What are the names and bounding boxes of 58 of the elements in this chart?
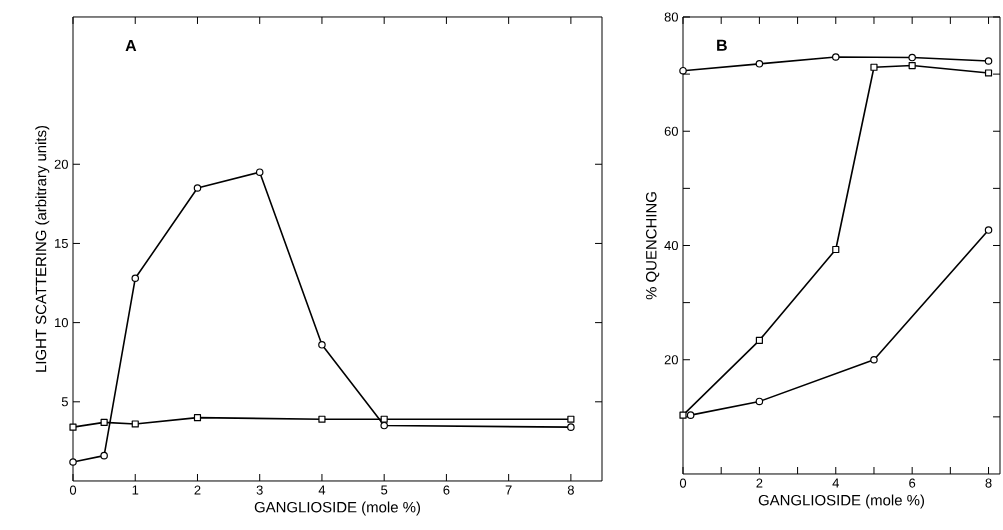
y-tick-label: 5	[61, 397, 68, 407]
point	[832, 245, 840, 254]
point	[380, 415, 388, 423]
x-tick-label: 5	[381, 485, 388, 495]
point	[193, 414, 202, 422]
x-tick-label: 8	[567, 485, 574, 495]
point	[686, 411, 695, 419]
x-tick-label: 0	[69, 485, 77, 495]
point	[69, 423, 77, 431]
point	[380, 421, 388, 430]
y-tick-label: 80	[664, 12, 678, 22]
point	[567, 423, 575, 431]
point	[131, 420, 139, 428]
point	[193, 184, 202, 192]
y-axis-title: % QUENCHING	[645, 192, 660, 300]
point	[69, 458, 77, 466]
point	[984, 69, 993, 77]
point	[984, 226, 993, 234]
x-tick-label: 4	[832, 478, 839, 488]
annotation: A	[125, 40, 137, 52]
y-tick-label: 15	[55, 238, 68, 248]
x-tick-label: 0	[679, 478, 687, 488]
x-tick-label: 3	[256, 485, 263, 495]
x-axis-title: GANGLIOSIDE (mole %)	[254, 501, 421, 516]
point	[908, 53, 916, 62]
point	[255, 168, 264, 176]
y-tick-label: 20	[54, 159, 68, 169]
y-tick-label: 60	[664, 126, 678, 136]
point	[755, 336, 763, 344]
y-tick-label: 10	[55, 318, 68, 328]
annotation: B	[717, 39, 727, 51]
y-tick-label: 20	[664, 355, 678, 365]
point	[870, 355, 878, 364]
y-tick-label: 40	[664, 240, 678, 251]
x-tick-label: 2	[194, 485, 201, 495]
point	[100, 451, 108, 460]
y-axis-title: LIGHT SCATTERING (arbitrary units)	[35, 125, 50, 372]
x-tick-label: 7	[505, 485, 512, 495]
point	[870, 63, 878, 71]
x-tick-label: 6	[909, 478, 916, 488]
x-tick-label: 1	[132, 485, 139, 495]
point	[318, 341, 326, 349]
point	[318, 415, 326, 423]
point	[679, 411, 687, 419]
x-tick-label: 6	[443, 485, 450, 495]
x-axis-title: GANGLIOSIDE (mole %)	[758, 494, 925, 509]
point	[755, 60, 764, 68]
x-tick-label: 2	[756, 478, 763, 488]
point	[755, 397, 764, 406]
point	[908, 61, 916, 70]
point	[984, 57, 993, 65]
point	[131, 274, 140, 283]
x-tick-label: 8	[985, 478, 992, 488]
point	[679, 66, 687, 75]
point	[100, 418, 108, 426]
x-tick-label: 4	[318, 485, 326, 495]
point	[831, 53, 840, 61]
point	[567, 415, 575, 423]
